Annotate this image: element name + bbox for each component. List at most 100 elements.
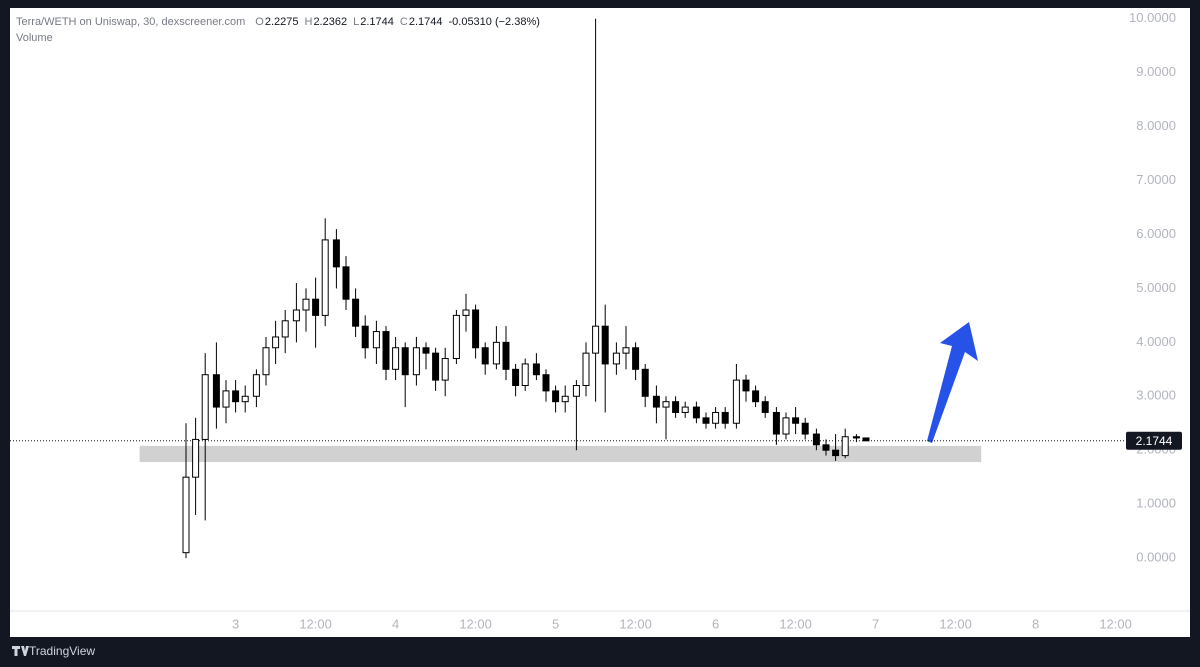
ohlc-key: H	[304, 16, 312, 28]
candle-body	[472, 309, 480, 349]
candle-body	[401, 347, 409, 376]
candle-body	[801, 422, 809, 435]
candle-body	[852, 436, 860, 439]
candle-body	[182, 476, 190, 554]
candle-body	[232, 390, 240, 403]
candle-body	[622, 347, 630, 354]
candle-body	[382, 331, 390, 370]
arrow-shape	[927, 322, 978, 443]
candle-body	[822, 444, 830, 451]
chart-panel	[10, 8, 1190, 637]
candle-body	[742, 379, 750, 392]
candle-body	[281, 320, 289, 338]
candle-body	[632, 347, 640, 370]
candle-body	[192, 438, 200, 478]
candle-body	[572, 385, 580, 397]
candle-body	[582, 352, 590, 386]
candle-body	[782, 417, 790, 435]
x-tick-label: 12:00	[459, 616, 492, 631]
candle-body	[272, 336, 280, 349]
candle-body	[201, 374, 209, 440]
ohlc-value: 2.1744	[409, 16, 443, 28]
candle-body	[672, 401, 680, 413]
candle-body	[862, 437, 870, 442]
candle-body	[481, 347, 489, 365]
y-tick-label: 7.0000	[1136, 172, 1176, 187]
candle-body	[772, 411, 780, 435]
y-tick-label: 5.0000	[1136, 280, 1176, 295]
candle-body	[262, 347, 270, 376]
candle-body	[222, 390, 230, 408]
x-tick-label: 12:00	[939, 616, 972, 631]
last-price-box	[1126, 431, 1182, 450]
x-tick-label: 6	[712, 616, 719, 631]
ohlc-value: 2.2275	[265, 16, 299, 28]
candle-body	[601, 325, 609, 365]
candle-body	[241, 395, 249, 403]
annotation-arrow	[927, 322, 978, 443]
candle-body	[361, 325, 369, 349]
candle-body	[641, 368, 649, 397]
y-tick-label: 3.0000	[1136, 388, 1176, 403]
candle-body	[321, 239, 329, 316]
y-tick-label: 4.0000	[1136, 334, 1176, 349]
candle-body	[612, 352, 620, 365]
y-tick-label: 9.0000	[1136, 64, 1176, 79]
x-tick-label: 12:00	[299, 616, 332, 631]
x-tick-label: 8	[1032, 616, 1039, 631]
candle-body	[712, 411, 720, 424]
candle-body	[372, 331, 380, 349]
y-tick-label: 10.0000	[1129, 10, 1176, 25]
candle-body	[792, 417, 800, 424]
candle-body	[462, 309, 470, 316]
candle-body	[662, 401, 670, 408]
x-tick-label: 12:00	[1099, 616, 1132, 631]
candle-body	[422, 347, 430, 354]
y-tick-label: 6.0000	[1136, 226, 1176, 241]
candle-body	[312, 298, 320, 316]
candle-body	[812, 433, 820, 446]
footer-brand: TradingView	[29, 644, 95, 658]
candle-body	[292, 309, 300, 322]
y-tick-label: 1.0000	[1136, 496, 1176, 511]
symbol-label: Terra/WETH on Uniswap, 30, dexscreener.c…	[16, 16, 245, 28]
tradingview-logo	[12, 646, 29, 656]
x-tick-label: 7	[872, 616, 879, 631]
logo-icon	[12, 646, 29, 656]
candle-body	[332, 239, 340, 268]
x-tick-label: 12:00	[779, 616, 812, 631]
candle-body	[832, 449, 840, 457]
candle-body	[532, 363, 540, 376]
candle-body	[252, 374, 260, 397]
x-tick-label: 5	[552, 616, 559, 631]
y-tick-label: 0.0000	[1136, 550, 1176, 565]
candle-body	[702, 417, 710, 424]
candle-body	[721, 411, 729, 424]
candle-body	[561, 395, 569, 403]
x-tick-label: 12:00	[619, 616, 652, 631]
candle-body	[652, 395, 660, 408]
volume-label: Volume	[16, 32, 53, 44]
candle-body	[752, 390, 760, 403]
candle-body	[592, 325, 600, 354]
change-label: -0.05310 (−2.38%)	[448, 16, 539, 28]
candle-body	[542, 374, 550, 392]
ohlc-value: 2.2362	[313, 16, 347, 28]
candle-body	[512, 368, 520, 387]
candle-body	[432, 352, 440, 381]
candle-body	[212, 374, 220, 408]
y-tick-label: 8.0000	[1136, 118, 1176, 133]
candle-body	[521, 363, 529, 386]
ohlc-key: O	[255, 16, 264, 28]
candle-body	[552, 390, 560, 403]
x-tick-label: 4	[392, 616, 399, 631]
candle-body	[761, 401, 769, 413]
candle-body	[302, 298, 310, 311]
ohlc-value: 2.1744	[360, 16, 394, 28]
ohlc-key: L	[353, 16, 359, 28]
candle-body	[441, 358, 449, 381]
candle-body	[732, 379, 740, 424]
candle-body	[492, 341, 500, 365]
